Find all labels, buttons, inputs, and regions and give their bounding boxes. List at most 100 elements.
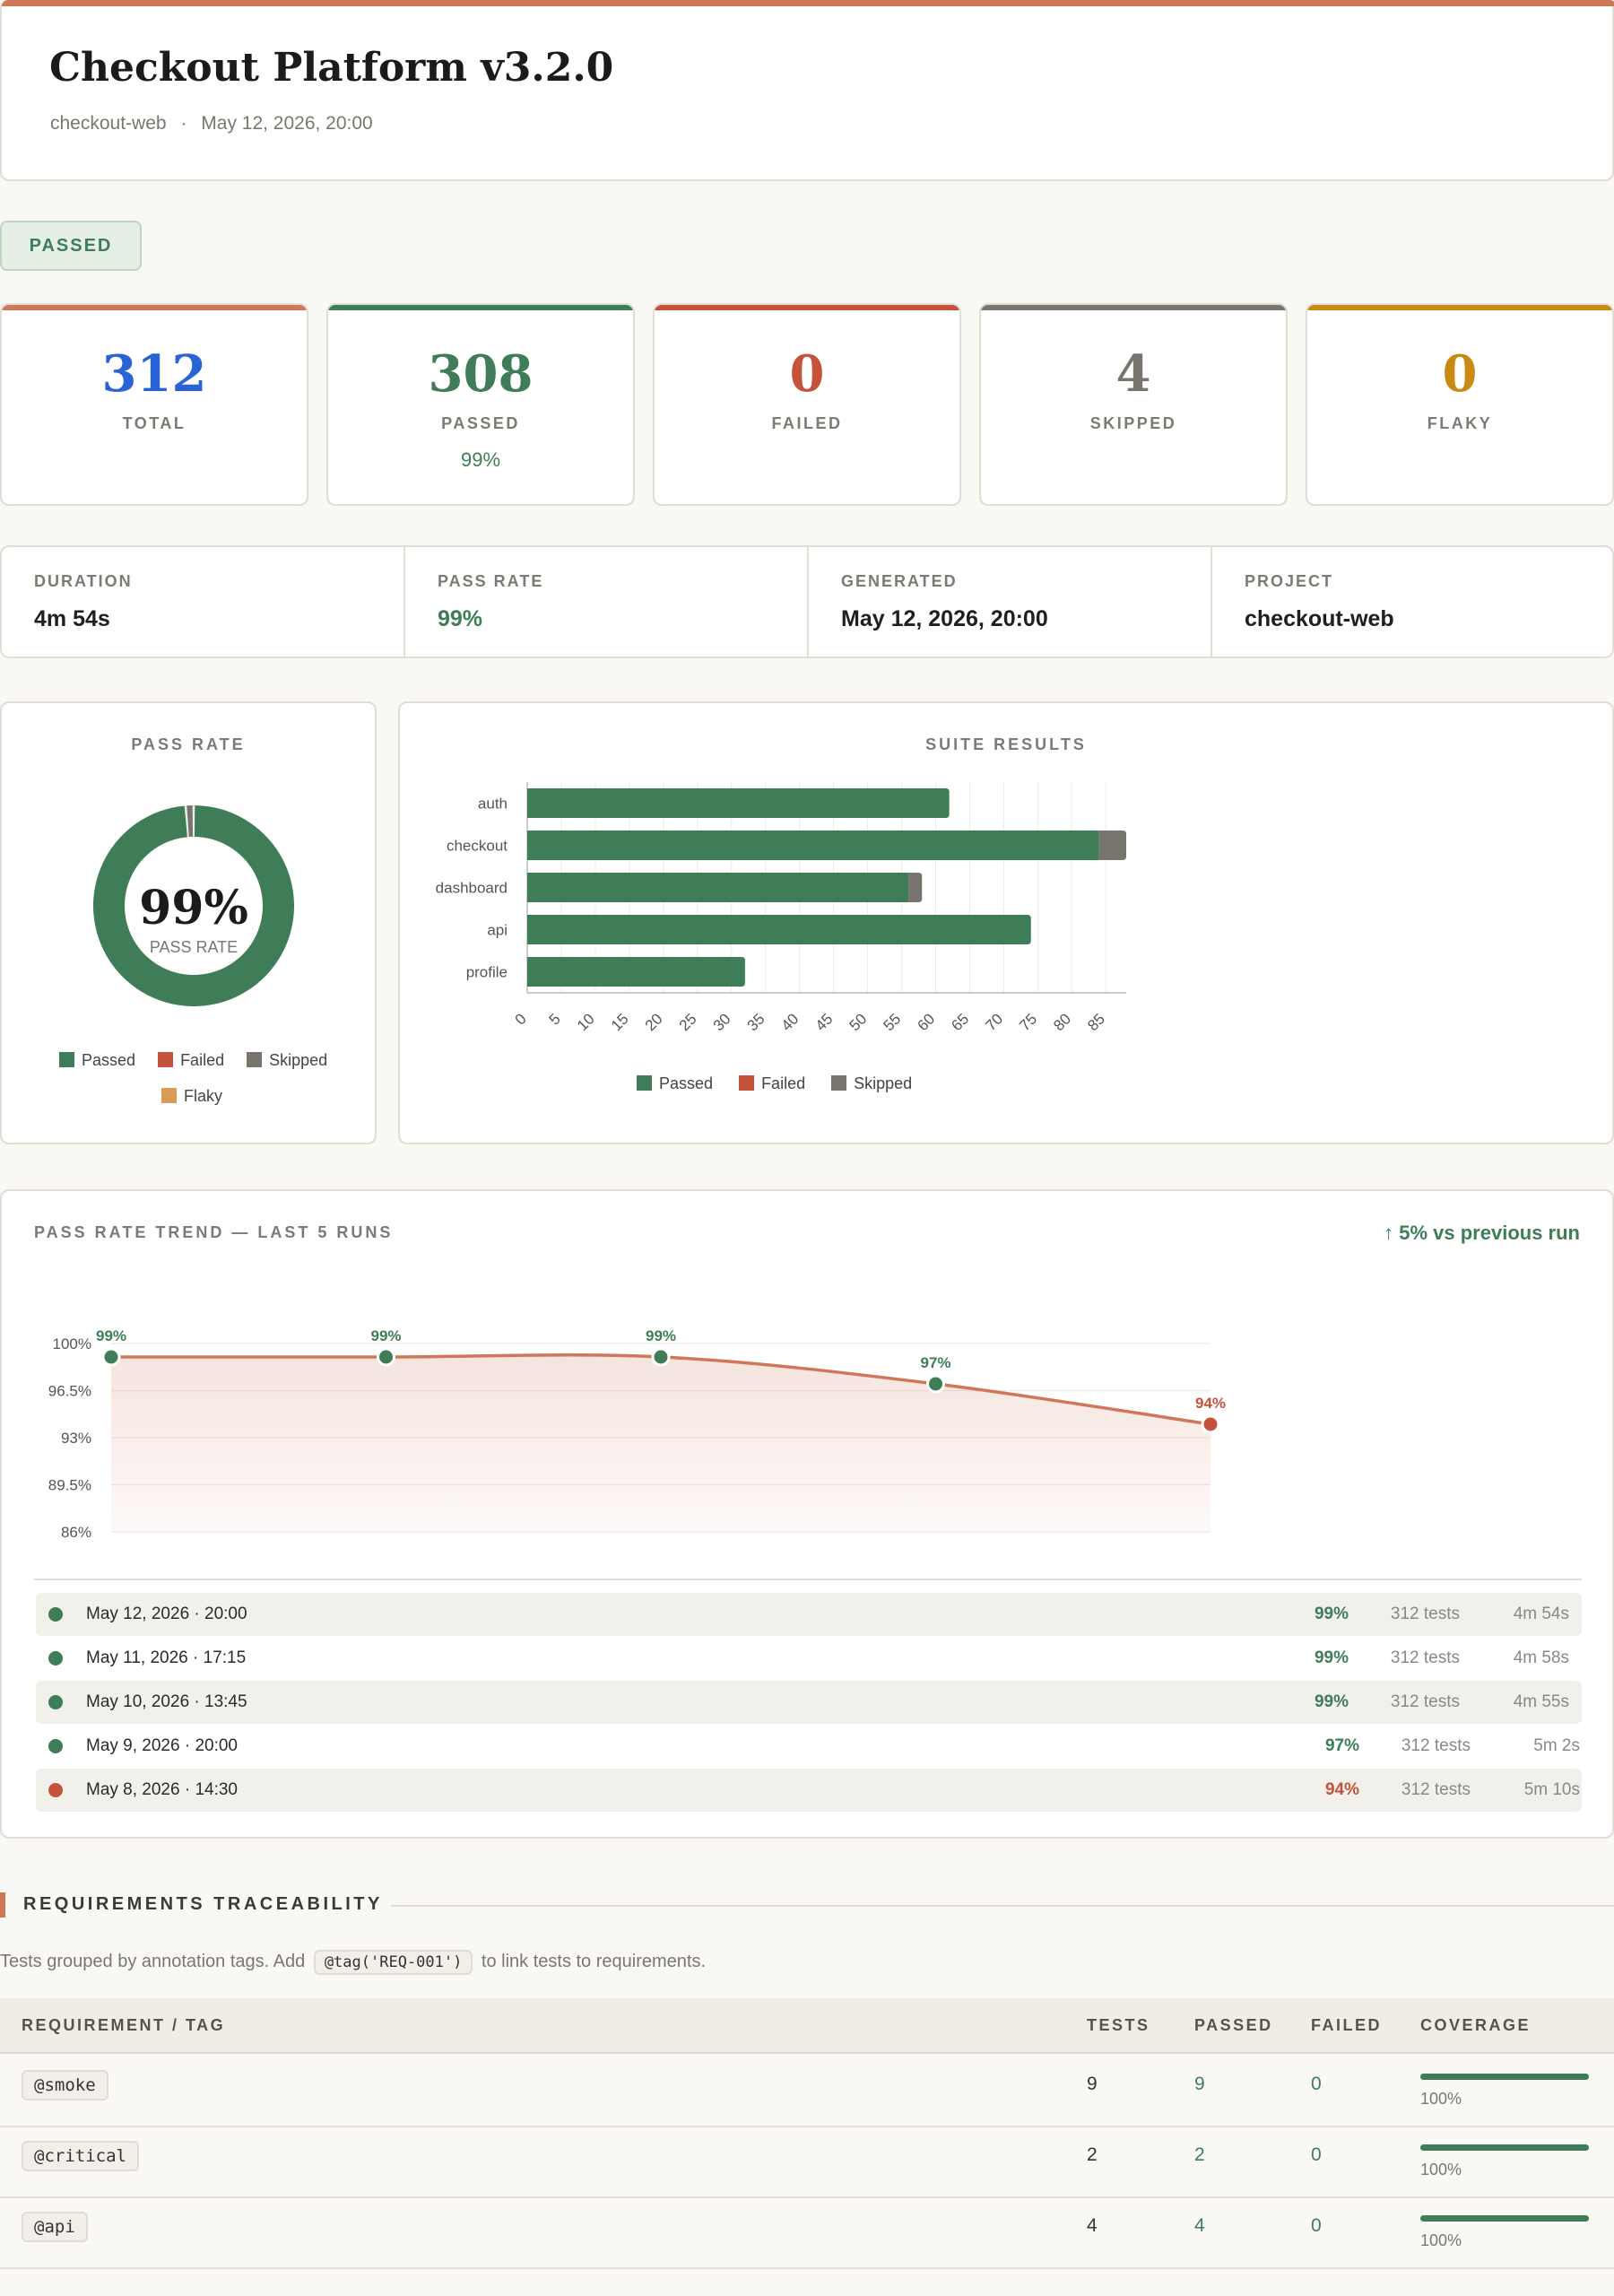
run-row[interactable]: May 12, 2026 · 20:00 99% 312 tests 4m 54s [36, 1593, 1582, 1636]
meta-value: May 12, 2026, 20:00 [841, 606, 1048, 631]
requirement-tests: 9 [1087, 2074, 1098, 2094]
trend-y-tick: 89.5% [48, 1477, 91, 1494]
suite-legend-swatch-passed [637, 1075, 652, 1091]
meta-project: PROJECT checkout-web [1212, 547, 1614, 657]
legend-skipped[interactable]: Skipped [247, 1051, 327, 1069]
suite-category-label: auth [478, 796, 508, 813]
meta-value: checkout-web [1245, 606, 1394, 631]
legend-swatch-flaky [161, 1088, 177, 1103]
requirement-row[interactable]: @api 4 4 0 100% [0, 2197, 1614, 2269]
suite-bar-chart: 0 5 10 15 20 25 30 35 40 45 50 55 60 65 70 75 80 85 auth ch… [436, 782, 1126, 1034]
coverage-bar-fill [1420, 2074, 1589, 2080]
run-row[interactable]: May 9, 2026 · 20:00 97% 312 tests 5m 2s [36, 1725, 1582, 1768]
suite-bar-profile-passed[interactable] [527, 957, 745, 987]
run-date: May 8, 2026 · 14:30 [86, 1780, 238, 1799]
suite-legend-label-passed: Passed [659, 1074, 714, 1092]
run-pass-rate: 99% [1314, 1692, 1349, 1711]
suite-bar-auth-passed[interactable] [527, 788, 950, 818]
suite-bar-dashboard-skipped[interactable] [908, 873, 923, 902]
header-generated: May 12, 2026, 20:00 [201, 113, 373, 134]
donut-slice-passed[interactable] [92, 805, 294, 1006]
stat-value: 0 [789, 344, 825, 404]
requirements-code: @tag('REQ-001') [313, 1950, 473, 1975]
legend-swatch-passed [59, 1052, 74, 1067]
suite-legend-passed[interactable]: Passed [637, 1074, 713, 1092]
trend-point[interactable] [101, 1347, 121, 1367]
trend-point[interactable] [377, 1347, 395, 1367]
suite-x-tick: 75 [1016, 1010, 1040, 1034]
legend-flaky[interactable]: Flaky [161, 1087, 222, 1105]
header-accent-bar [2, 0, 1614, 6]
donut-center-value: 99% [139, 881, 248, 935]
suite-results-title: SUITE RESULTS [925, 735, 1087, 753]
suite-legend-label-skipped: Skipped [854, 1074, 913, 1092]
requirement-failed: 0 [1311, 2215, 1322, 2236]
requirement-tag: @smoke [22, 2070, 108, 2100]
donut-chart: 99% PASS RATE [92, 805, 294, 1006]
run-row[interactable]: May 11, 2026 · 17:15 99% 312 tests 4m 58s [36, 1637, 1582, 1680]
trend-y-tick: 93% [61, 1430, 91, 1447]
legend-failed[interactable]: Failed [158, 1051, 224, 1069]
suite-category-label: dashboard [436, 880, 508, 897]
coverage-value: 100% [1420, 2231, 1462, 2249]
suite-x-tick: 50 [846, 1010, 871, 1034]
run-duration: 4m 54s [1513, 1605, 1569, 1623]
stat-card-skipped: 4 SKIPPED [979, 303, 1288, 506]
run-status-dot [48, 1607, 63, 1622]
run-pass-rate: 94% [1324, 1780, 1359, 1799]
col-passed[interactable]: PASSED [1194, 2016, 1273, 2034]
suite-legend-skipped[interactable]: Skipped [831, 1074, 912, 1092]
trend-point[interactable] [1201, 1414, 1220, 1434]
coverage-bar-fill [1420, 2144, 1589, 2151]
trend-point[interactable] [651, 1347, 671, 1367]
trend-divider [34, 1578, 1582, 1580]
meta-pass-rate: PASS RATE 99% [405, 547, 809, 657]
col-requirement[interactable]: REQUIREMENT / TAG [22, 2016, 226, 2034]
run-status-dot [48, 1739, 63, 1753]
suite-bar-api-passed[interactable] [527, 915, 1031, 944]
stat-accent-bar [655, 305, 959, 310]
header-subtitle: checkout-web · May 12, 2026, 20:00 [50, 113, 373, 135]
col-tests[interactable]: TESTS [1087, 2016, 1150, 2034]
requirement-tag: @critical [22, 2141, 139, 2171]
suite-x-tick: 45 [812, 1010, 837, 1034]
requirements-table-header: REQUIREMENT / TAG TESTS PASSED FAILED CO… [0, 1998, 1614, 2054]
requirement-row[interactable]: @critical 2 2 0 100% [0, 2126, 1614, 2198]
run-duration: 5m 10s [1523, 1780, 1580, 1799]
suite-x-tick: 25 [676, 1010, 700, 1034]
stat-card-passed: 308 PASSED 99% [326, 303, 635, 506]
trend-x-tick: May 11 17:15 [341, 1549, 432, 1550]
donut-slice-skipped[interactable] [187, 805, 194, 838]
meta-label: DURATION [34, 572, 133, 590]
suite-legend-failed[interactable]: Failed [739, 1074, 805, 1092]
run-pass-rate: 99% [1314, 1605, 1349, 1623]
header-project: checkout-web [50, 113, 167, 134]
meta-label: PASS RATE [438, 572, 544, 590]
stat-percentage: 99% [460, 448, 501, 471]
col-coverage[interactable]: COVERAGE [1420, 2016, 1532, 2034]
suite-category-label: profile [466, 964, 508, 981]
trend-point[interactable] [926, 1374, 945, 1394]
donut-title: PASS RATE [131, 735, 246, 753]
suite-bar-checkout-passed[interactable] [527, 831, 1099, 860]
coverage-bar [1420, 2215, 1589, 2222]
coverage-bar [1420, 2074, 1589, 2080]
stat-accent-bar [1307, 305, 1612, 310]
suite-bar-checkout-skipped[interactable] [1098, 831, 1126, 860]
suite-bar-dashboard-passed[interactable] [527, 873, 909, 902]
legend-passed[interactable]: Passed [59, 1051, 135, 1069]
stat-value: 4 [1115, 344, 1151, 404]
col-failed[interactable]: FAILED [1311, 2016, 1383, 2034]
requirements-description: Tests grouped by annotation tags. Add @t… [0, 1950, 706, 1975]
requirement-failed: 0 [1311, 2074, 1322, 2094]
trend-value-label: 99% [370, 1327, 401, 1344]
run-duration: 4m 58s [1513, 1648, 1569, 1667]
run-row[interactable]: May 10, 2026 · 13:45 99% 312 tests 4m 55s [36, 1681, 1582, 1724]
run-status-dot [48, 1695, 63, 1709]
meta-summary: DURATION 4m 54s PASS RATE 99% GENERATED May 1… [0, 545, 1614, 658]
run-duration: 5m 2s [1533, 1736, 1580, 1755]
report-header: Checkout Platform v3.2.0 checkout-web · … [0, 0, 1614, 181]
suite-category-label: checkout [447, 838, 508, 855]
run-row[interactable]: May 8, 2026 · 14:30 94% 312 tests 5m 10s [36, 1769, 1582, 1812]
requirement-row[interactable]: @smoke 9 9 0 100% [0, 2056, 1614, 2127]
